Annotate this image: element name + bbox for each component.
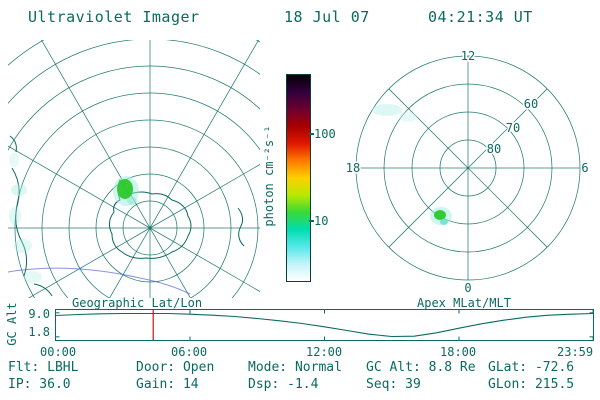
status-dsp: Dsp: -1.4 — [248, 377, 319, 392]
gcalt-ytick-max: 9.0 — [28, 307, 50, 321]
colorbar-tick-label-100: 100 — [314, 127, 336, 141]
colorbar-tick-mark — [309, 133, 314, 135]
xtick-2359: 23:59 — [557, 345, 594, 359]
status-mode: Mode: Normal — [248, 360, 342, 375]
strip-frame — [55, 309, 594, 341]
apex-mlt-label-18: 18 — [346, 161, 360, 175]
coastline-path — [33, 283, 53, 297]
coastline-path — [9, 135, 17, 153]
geo-caption: Geographic Lat/Lon — [72, 296, 203, 310]
status-seq: Seq: 39 — [366, 377, 421, 392]
apex-grid-layer — [355, 55, 581, 281]
apex-lat-label-70: 70 — [506, 121, 520, 135]
date-display: 18 Jul 07 — [284, 8, 370, 26]
colorbar-unit-label: photon cm⁻²s⁻¹ — [262, 125, 276, 227]
colorbar — [286, 74, 311, 282]
geo-aurora-layer — [9, 153, 139, 283]
colorbar-tick-label-10: 10 — [314, 214, 329, 228]
gcalt-axis-label: GC Alt — [5, 302, 19, 346]
page-title: Ultraviolet Imager — [28, 8, 200, 26]
gcalt-ytick-min: 1.8 — [28, 325, 50, 339]
apex-plot-panel: 12 0 18 6 60 70 80 — [345, 48, 590, 297]
apex-lat-label-60: 60 — [524, 97, 538, 111]
status-glat: GLat: -72.6 — [488, 360, 575, 375]
gcalt-strip-chart — [55, 309, 594, 341]
geo-map-panel — [8, 40, 260, 298]
gcalt-line — [55, 312, 594, 338]
status-glon: GLon: 215.5 — [488, 377, 575, 392]
strip-ticks — [55, 309, 594, 341]
apex-mlt-label-0: 0 — [464, 281, 471, 295]
time-display: 04:21:34 UT — [428, 8, 533, 26]
status-ip: IP: 36.0 — [8, 377, 71, 392]
xtick-0600: 06:00 — [171, 345, 208, 359]
colorbar-tick-mark — [309, 220, 314, 222]
status-flt: Flt: LBHL — [8, 360, 79, 375]
xtick-1800: 18:00 — [440, 345, 477, 359]
status-gain: Gain: 14 — [136, 377, 199, 392]
status-gcalt: GC Alt: 8.8 Re — [366, 360, 476, 375]
apex-mlt-label-12: 12 — [461, 49, 475, 63]
apex-mlt-label-6: 6 — [581, 161, 588, 175]
coastline-path — [237, 207, 245, 247]
apex-aurora-layer — [372, 104, 452, 225]
apex-caption: Apex MLat/MLT — [417, 296, 511, 310]
xtick-1200: 12:00 — [306, 345, 343, 359]
geo-coastline-layer — [9, 135, 245, 297]
terminator-line — [8, 267, 191, 295]
geo-graticule-layer — [8, 40, 260, 298]
coastline-path — [108, 178, 192, 259]
xtick-0000: 00:00 — [40, 345, 77, 359]
status-door: Door: Open — [136, 360, 215, 375]
colorbar-gradient — [287, 75, 310, 281]
apex-lat-label-80: 80 — [487, 142, 501, 156]
coastline-path — [11, 167, 28, 277]
